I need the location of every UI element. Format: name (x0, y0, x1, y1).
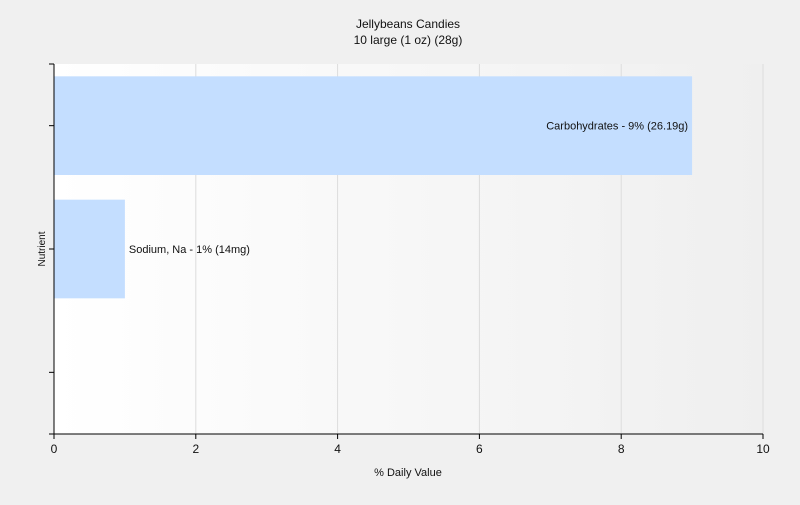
x-axis-ticks: 0 2 4 6 8 10 (51, 434, 770, 456)
x-tick-label: 4 (334, 442, 341, 456)
bar-data-label: Carbohydrates - 9% (26.19g) (546, 121, 688, 133)
x-tick-label: 10 (756, 442, 770, 456)
x-axis-label: % Daily Value (374, 467, 442, 479)
x-tick-label: 0 (51, 442, 58, 456)
x-tick-label: 2 (192, 442, 199, 456)
bar (54, 199, 125, 299)
chart-subtitle: 10 large (1 oz) (28g) (354, 33, 463, 47)
y-axis-label: Nutrient (37, 231, 48, 266)
y-axis-ticks (49, 63, 54, 435)
x-tick-label: 6 (476, 442, 483, 456)
bar (54, 76, 693, 175)
chart-title: Jellybeans Candies (356, 17, 460, 31)
x-tick-label: 8 (618, 442, 625, 456)
bars: Carbohydrates - 9% (26.19g) Sodium, Na - … (54, 76, 693, 299)
bar-data-label: Sodium, Na - 1% (14mg) (129, 244, 250, 256)
